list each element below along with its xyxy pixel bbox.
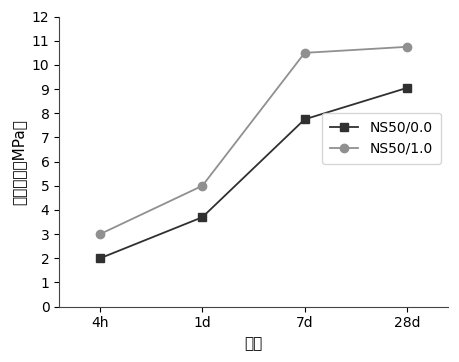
NS50/1.0: [404, 45, 410, 49]
NS50/0.0: [302, 117, 308, 122]
NS50/1.0: [200, 184, 205, 188]
Y-axis label: 抗折強度（MPa）: 抗折強度（MPa）: [11, 119, 26, 205]
X-axis label: 齢期: 齢期: [244, 336, 263, 351]
NS50/0.0: [200, 215, 205, 219]
Legend: NS50/0.0, NS50/1.0: NS50/0.0, NS50/1.0: [322, 113, 441, 164]
NS50/1.0: [97, 232, 103, 236]
NS50/0.0: [97, 256, 103, 260]
Line: NS50/1.0: NS50/1.0: [96, 43, 411, 238]
NS50/1.0: [302, 51, 308, 55]
NS50/0.0: [404, 86, 410, 90]
Line: NS50/0.0: NS50/0.0: [96, 84, 411, 262]
